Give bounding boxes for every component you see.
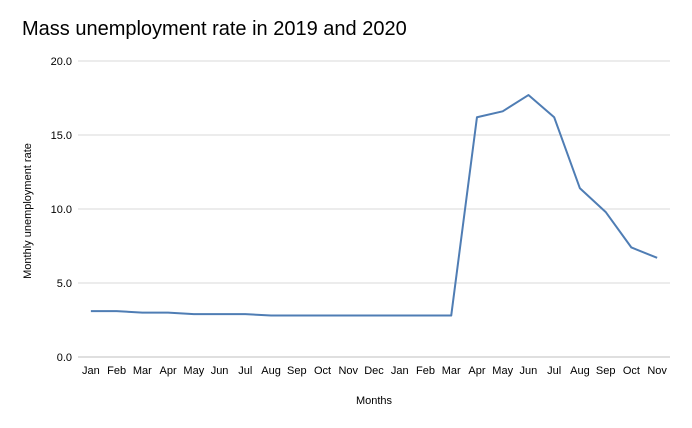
y-axis-ticks: 0.0 5.0 10.0 15.0 20.0 [51, 56, 72, 364]
x-tick-label: Jan [82, 365, 100, 377]
y-tick-label: 20.0 [51, 56, 72, 68]
chart-title: Mass unemployment rate in 2019 and 2020 [22, 18, 407, 40]
x-tick-label: Jan [391, 365, 409, 377]
x-tick-label: Aug [261, 365, 281, 377]
series-line [90, 94, 658, 317]
x-tick-label: Aug [570, 365, 590, 377]
x-tick-label: Nov [647, 365, 667, 377]
gridlines [78, 60, 670, 358]
y-tick-label: 5.0 [57, 278, 72, 290]
x-tick-label: Jul [547, 365, 561, 377]
y-axis-title: Monthly unemployment rate [22, 143, 34, 279]
x-tick-label: Apr [160, 365, 177, 377]
y-tick-label: 0.0 [57, 352, 72, 364]
x-tick-label: Oct [623, 365, 640, 377]
x-tick-label: May [492, 365, 513, 377]
x-tick-label: Mar [442, 365, 461, 377]
x-tick-label: Sep [287, 365, 307, 377]
x-tick-label: May [183, 365, 204, 377]
x-tick-label: Feb [107, 365, 126, 377]
x-tick-label: Feb [416, 365, 435, 377]
x-tick-label: Apr [468, 365, 485, 377]
x-tick-label: Jun [211, 365, 229, 377]
y-tick-label: 15.0 [51, 130, 72, 142]
x-axis-ticks: Jan Feb Mar Apr May Jun Jul Aug Sep Oct Nov Dec Jan F… [82, 365, 667, 377]
x-tick-label: Dec [364, 365, 384, 377]
x-tick-label: Mar [133, 365, 152, 377]
x-tick-label: Jul [238, 365, 252, 377]
x-tick-label: Jun [520, 365, 538, 377]
series-layer [90, 94, 658, 317]
x-tick-label: Nov [338, 365, 358, 377]
y-tick-label: 10.0 [51, 204, 72, 216]
x-tick-label: Oct [314, 365, 331, 377]
x-tick-label: Sep [596, 365, 616, 377]
x-axis-title: Months [356, 395, 393, 407]
